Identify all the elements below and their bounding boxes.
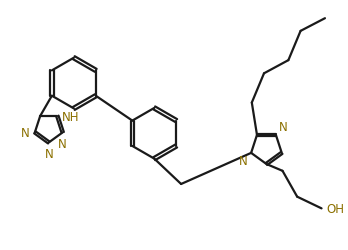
Text: N: N xyxy=(239,155,248,168)
Text: NH: NH xyxy=(62,110,80,123)
Text: N: N xyxy=(58,137,67,150)
Text: N: N xyxy=(21,126,30,139)
Text: N: N xyxy=(45,147,53,160)
Text: N: N xyxy=(279,121,288,134)
Text: OH: OH xyxy=(326,202,344,215)
